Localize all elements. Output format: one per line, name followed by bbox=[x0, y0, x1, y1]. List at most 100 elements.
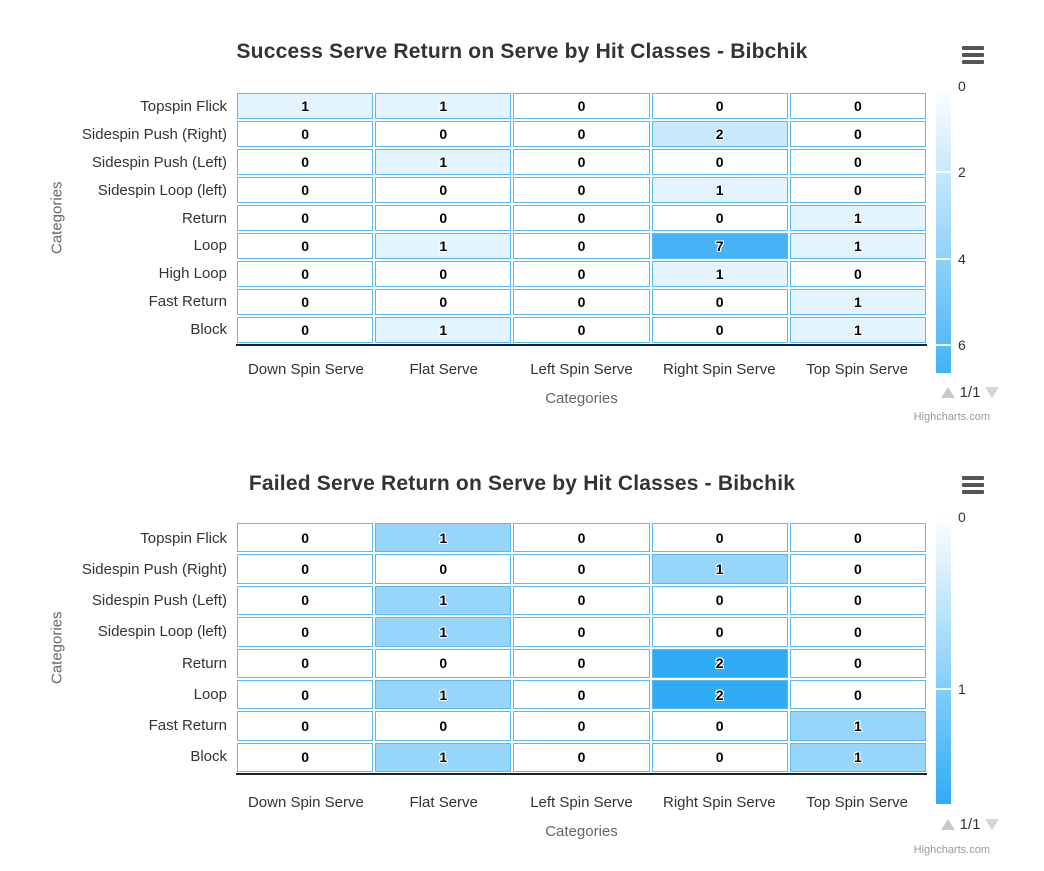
heatmap-cell[interactable]: 0 bbox=[237, 617, 374, 647]
heatmap-cell[interactable]: 0 bbox=[513, 261, 650, 287]
heatmap-cell[interactable]: 0 bbox=[789, 523, 926, 553]
heatmap-cell[interactable]: 0 bbox=[375, 261, 512, 287]
heatmap-cell[interactable]: 0 bbox=[237, 205, 374, 231]
heatmap-cell[interactable]: 0 bbox=[237, 742, 374, 772]
heatmap-cell[interactable]: 0 bbox=[513, 93, 650, 119]
heatmap-cell[interactable]: 0 bbox=[651, 742, 788, 772]
heatmap-cell[interactable]: 1 bbox=[375, 585, 512, 616]
heatmap-cell[interactable]: 0 bbox=[237, 648, 374, 678]
heatmap-cell[interactable]: 0 bbox=[375, 289, 512, 315]
heatmap-cell[interactable]: 0 bbox=[789, 261, 926, 287]
heatmap-cell[interactable]: 1 bbox=[375, 523, 512, 553]
heatmap-cell[interactable]: 1 bbox=[789, 742, 926, 772]
legend-page-down-icon[interactable] bbox=[985, 818, 1000, 830]
heatmap-cell[interactable]: 0 bbox=[375, 711, 512, 741]
heatmap-cell[interactable]: 7 bbox=[651, 233, 788, 259]
highcharts-credit-link[interactable]: Highcharts.com bbox=[913, 844, 990, 856]
heatmap-cell[interactable]: 0 bbox=[513, 289, 650, 315]
heatmap-cell[interactable]: 0 bbox=[237, 289, 374, 315]
x-axis-label: Down Spin Serve bbox=[247, 794, 364, 811]
heatmap-cell[interactable]: 0 bbox=[237, 233, 374, 259]
heatmap-cell[interactable]: 0 bbox=[789, 554, 926, 584]
heatmap-cell[interactable]: 1 bbox=[375, 317, 512, 343]
heatmap-cell[interactable]: 1 bbox=[375, 679, 512, 710]
heatmap-cell[interactable]: 0 bbox=[789, 149, 926, 175]
heatmap-cell[interactable]: 0 bbox=[237, 121, 374, 147]
heatmap-cell[interactable]: 0 bbox=[789, 585, 926, 616]
heatmap-cell[interactable]: 0 bbox=[789, 177, 926, 203]
heatmap-cell[interactable]: 0 bbox=[237, 317, 374, 343]
heatmap-cell[interactable]: 0 bbox=[513, 177, 650, 203]
heatmap-cell[interactable]: 1 bbox=[789, 289, 926, 315]
heatmap-cell[interactable]: 0 bbox=[789, 648, 926, 678]
heatmap-cell[interactable]: 1 bbox=[789, 711, 926, 741]
heatmap-cell[interactable]: 0 bbox=[237, 711, 374, 741]
legend-page-indicator: 1/1 bbox=[959, 383, 981, 401]
heatmap-cell[interactable]: 0 bbox=[513, 554, 650, 584]
heatmap-cell[interactable]: 0 bbox=[651, 93, 788, 119]
highcharts-credit-link[interactable]: Highcharts.com bbox=[913, 411, 990, 423]
heatmap-cell[interactable]: 0 bbox=[375, 648, 512, 678]
heatmap-cell[interactable]: 0 bbox=[513, 205, 650, 231]
heatmap-cell[interactable]: 0 bbox=[513, 617, 650, 647]
heatmap-cell[interactable]: 0 bbox=[789, 679, 926, 710]
legend-page-down-icon[interactable] bbox=[985, 386, 1000, 398]
heatmap-cell[interactable]: 0 bbox=[789, 617, 926, 647]
heatmap-cell[interactable]: 1 bbox=[375, 742, 512, 772]
chart-context-menu-button[interactable] bbox=[962, 476, 986, 496]
heatmap-cell[interactable]: 1 bbox=[375, 233, 512, 259]
heatmap-cell[interactable]: 0 bbox=[237, 523, 374, 553]
heatmap-cell[interactable]: 0 bbox=[237, 149, 374, 175]
heatmap-cell[interactable]: 1 bbox=[651, 554, 788, 584]
heatmap-cell[interactable]: 1 bbox=[789, 317, 926, 343]
heatmap-cell[interactable]: 0 bbox=[651, 317, 788, 343]
y-axis-label: Return bbox=[181, 209, 227, 227]
heatmap-cell[interactable]: 0 bbox=[513, 523, 650, 553]
heatmap-cell[interactable]: 0 bbox=[651, 523, 788, 553]
heatmap-cell[interactable]: 0 bbox=[375, 554, 512, 584]
heatmap-cell[interactable]: 0 bbox=[513, 585, 650, 616]
heatmap-cell[interactable]: 0 bbox=[513, 121, 650, 147]
heatmap-cell[interactable]: 0 bbox=[651, 149, 788, 175]
heatmap-cell[interactable]: 0 bbox=[513, 648, 650, 678]
heatmap-cell[interactable]: 1 bbox=[789, 233, 926, 259]
heatmap-cell[interactable]: 0 bbox=[513, 233, 650, 259]
heatmap-cell[interactable]: 0 bbox=[513, 711, 650, 741]
heatmap-cell[interactable]: 1 bbox=[375, 149, 512, 175]
heatmap-cell[interactable]: 0 bbox=[651, 289, 788, 315]
heatmap-cell[interactable]: 0 bbox=[237, 585, 374, 616]
heatmap-cell[interactable]: 0 bbox=[513, 149, 650, 175]
chart-context-menu-button[interactable] bbox=[962, 46, 986, 66]
color-axis-gradient-bar[interactable] bbox=[936, 517, 951, 804]
cell-value: 1 bbox=[715, 266, 724, 282]
heatmap-cell[interactable]: 0 bbox=[237, 554, 374, 584]
heatmap-cell[interactable]: 1 bbox=[651, 261, 788, 287]
heatmap-cell[interactable]: 1 bbox=[651, 177, 788, 203]
heatmap-cell[interactable]: 2 bbox=[651, 121, 788, 147]
heatmap-cell[interactable]: 1 bbox=[789, 205, 926, 231]
legend-page-up-icon[interactable] bbox=[940, 386, 955, 398]
heatmap-cell[interactable]: 0 bbox=[789, 121, 926, 147]
heatmap-cell[interactable]: 0 bbox=[651, 711, 788, 741]
legend-page-up-icon[interactable] bbox=[940, 818, 955, 830]
heatmap-cell[interactable]: 2 bbox=[651, 648, 788, 678]
heatmap-cell[interactable]: 0 bbox=[375, 205, 512, 231]
heatmap-cell[interactable]: 0 bbox=[237, 679, 374, 710]
heatmap-cell[interactable]: 1 bbox=[375, 617, 512, 647]
heatmap-cell[interactable]: 2 bbox=[651, 679, 788, 710]
heatmap-cell[interactable]: 0 bbox=[651, 205, 788, 231]
heatmap-cell[interactable]: 0 bbox=[651, 585, 788, 616]
heatmap-cell[interactable]: 0 bbox=[513, 317, 650, 343]
heatmap-cell[interactable]: 0 bbox=[513, 742, 650, 772]
heatmap-cell[interactable]: 0 bbox=[237, 177, 374, 203]
heatmap-cell[interactable]: 0 bbox=[375, 121, 512, 147]
heatmap-cell[interactable]: 0 bbox=[237, 261, 374, 287]
heatmap-cell[interactable]: 0 bbox=[789, 93, 926, 119]
heatmap-cell[interactable]: 0 bbox=[651, 617, 788, 647]
heatmap-cell[interactable]: 0 bbox=[513, 679, 650, 710]
heatmap-cell[interactable]: 0 bbox=[375, 177, 512, 203]
heatmap-cell[interactable]: 1 bbox=[375, 93, 512, 119]
heatmap-cell[interactable]: 1 bbox=[237, 93, 374, 119]
legend-pager: 1/1 bbox=[930, 383, 1010, 401]
color-axis-gradient-bar[interactable] bbox=[936, 86, 951, 373]
